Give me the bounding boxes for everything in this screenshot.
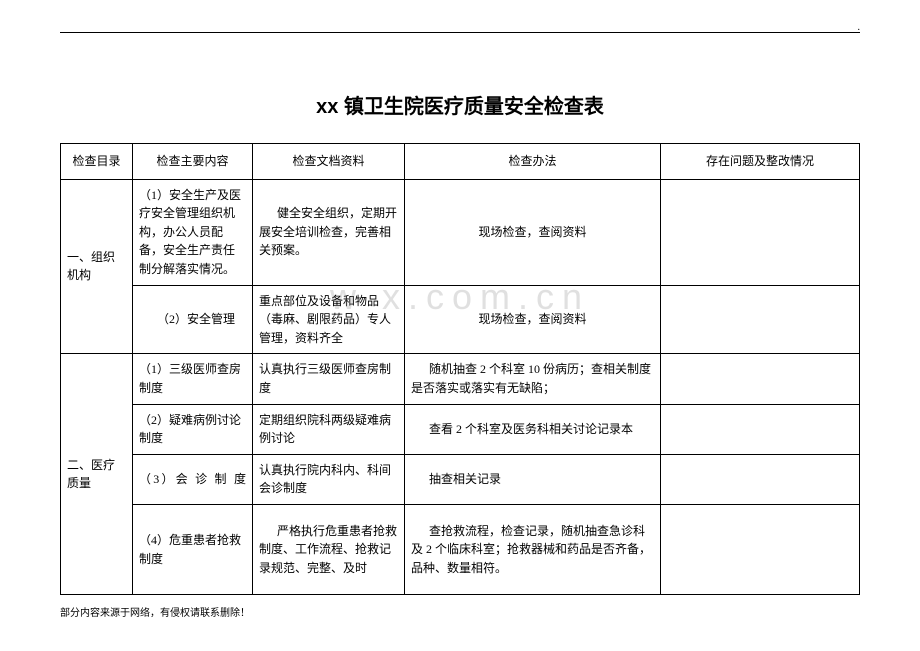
s2r3-content: （3）会 诊 制 度 (133, 454, 253, 504)
s2r1-content: （1）三级医师查房制度 (133, 354, 253, 404)
table-row: 一、组织机构 （1）安全生产及医疗安全管理组织机构，办公人员配备，安全生产责任制… (61, 179, 860, 285)
s1r2-method: 现场检查，查阅资料 (405, 285, 661, 354)
table-row: （4）危重患者抢救制度 严格执行危重患者抢救制度、工作流程、抢救记录规范、完整、… (61, 504, 860, 594)
s2r4-issue (661, 504, 860, 594)
s2r3-issue (661, 454, 860, 504)
s2r3-method: 抽查相关记录 (405, 454, 661, 504)
page-title: xx 镇卫生院医疗质量安全检查表 (60, 90, 860, 119)
section2-label: 二、医疗质量 (61, 354, 133, 595)
s1r2-doc: 重点部位及设备和物品（毒麻、剧限药品）专人管理，资料齐全 (253, 285, 405, 354)
header-doc: 检查文档资料 (253, 144, 405, 180)
header-issue: 存在问题及整改情况 (661, 144, 860, 180)
header-method: 检查办法 (405, 144, 661, 180)
s1r1-issue (661, 179, 860, 285)
table-row: （3）会 诊 制 度 认真执行院内科内、科间会诊制度 抽查相关记录 (61, 454, 860, 504)
page-corner-mark: . (858, 22, 861, 33)
s2r1-method: 随机抽查 2 个科室 10 份病历；查相关制度是否落实或落实有无缺陷； (405, 354, 661, 404)
s2r4-content: （4）危重患者抢救制度 (133, 504, 253, 594)
table-row: （2）安全管理 重点部位及设备和物品（毒麻、剧限药品）专人管理，资料齐全 现场检… (61, 285, 860, 354)
s1r1-method: 现场检查，查阅资料 (405, 179, 661, 285)
s1r2-issue (661, 285, 860, 354)
table-row: 二、医疗质量 （1）三级医师查房制度 认真执行三级医师查房制度 随机抽查 2 个… (61, 354, 860, 404)
table-header-row: 检查目录 检查主要内容 检查文档资料 检查办法 存在问题及整改情况 (61, 144, 860, 180)
s1r1-content: （1）安全生产及医疗安全管理组织机构，办公人员配备，安全生产责任制分解落实情况。 (133, 179, 253, 285)
s1r2-content: （2）安全管理 (133, 285, 253, 354)
page-top-rule (60, 32, 860, 33)
table-row: （2）疑难病例讨论制度 定期组织院科两级疑难病例讨论 查看 2 个科室及医务科相… (61, 404, 860, 454)
s2r2-method: 查看 2 个科室及医务科相关讨论记录本 (405, 404, 661, 454)
inspection-table: 检查目录 检查主要内容 检查文档资料 检查办法 存在问题及整改情况 一、组织机构… (60, 143, 860, 595)
s2r2-doc: 定期组织院科两级疑难病例讨论 (253, 404, 405, 454)
s2r3-doc: 认真执行院内科内、科间会诊制度 (253, 454, 405, 504)
s2r4-method: 查抢救流程，检查记录，随机抽查急诊科及 2 个临床科室；抢救器械和药品是否齐备，… (405, 504, 661, 594)
header-content: 检查主要内容 (133, 144, 253, 180)
s2r2-issue (661, 404, 860, 454)
s2r1-issue (661, 354, 860, 404)
section1-label: 一、组织机构 (61, 179, 133, 354)
s2r4-doc: 严格执行危重患者抢救制度、工作流程、抢救记录规范、完整、及时 (253, 504, 405, 594)
header-index: 检查目录 (61, 144, 133, 180)
s2r2-content: （2）疑难病例讨论制度 (133, 404, 253, 454)
s2r1-doc: 认真执行三级医师查房制度 (253, 354, 405, 404)
page-footer: 部分内容来源于网络，有侵权请联系删除！ (60, 604, 250, 619)
s1r1-doc: 健全安全组织，定期开展安全培训检查，完善相关预案。 (253, 179, 405, 285)
